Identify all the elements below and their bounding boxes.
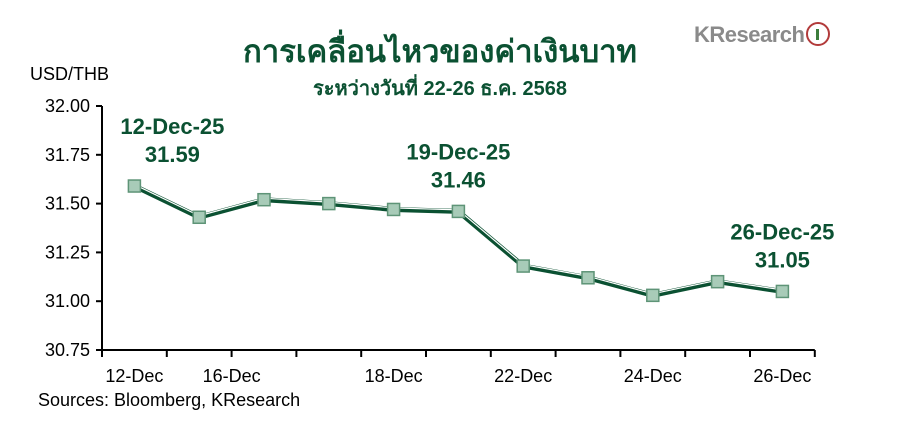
annotation-value: 31.59 [145, 142, 200, 167]
data-point [127, 179, 142, 193]
source-note: Sources: Bloomberg, KResearch [38, 390, 301, 410]
data-point [322, 196, 336, 211]
y-tick-label: 30.75 [45, 340, 90, 360]
annotation-value: 31.46 [431, 167, 486, 192]
y-axis-label: USD/THB [30, 64, 110, 84]
data-point [451, 204, 466, 219]
data-point [516, 259, 530, 273]
y-tick-label: 31.50 [45, 194, 90, 214]
y-tick-label: 31.00 [45, 291, 90, 311]
data-point [192, 210, 206, 225]
y-tick-label: 32.00 [45, 96, 90, 116]
data-point [646, 288, 660, 303]
data-point [386, 202, 401, 217]
annotation-date: 26-Dec-25 [730, 219, 834, 244]
sprout-icon [806, 22, 831, 46]
data-point [581, 271, 595, 285]
x-tick-label: 12-Dec [105, 366, 163, 386]
annotation-value: 31.05 [755, 247, 810, 272]
data-point [257, 192, 271, 207]
y-tick-label: 31.25 [45, 242, 90, 262]
annotation-date: 19-Dec-25 [406, 139, 510, 164]
x-tick-label: 16-Dec [203, 366, 261, 386]
chart-title: การเคลื่อนไหวของค่าเงินบาท [243, 34, 637, 69]
series-line-highlight [134, 183, 783, 295]
x-tick-label: 26-Dec [753, 366, 811, 386]
data-point [710, 274, 725, 289]
chart-subtitle: ระหว่างวันที่ 22-26 ธ.ค. 2568 [313, 78, 567, 100]
kresearch-logo: KResearch [694, 22, 831, 48]
x-tick-label: 18-Dec [365, 366, 423, 386]
data-point [775, 284, 790, 299]
x-tick-label: 24-Dec [624, 366, 682, 386]
annotation-date: 12-Dec-25 [120, 114, 224, 139]
series-line [133, 183, 783, 298]
y-tick-label: 31.75 [45, 145, 90, 165]
x-tick-label: 22-Dec [494, 366, 552, 386]
logo-text: KResearch [694, 22, 805, 47]
